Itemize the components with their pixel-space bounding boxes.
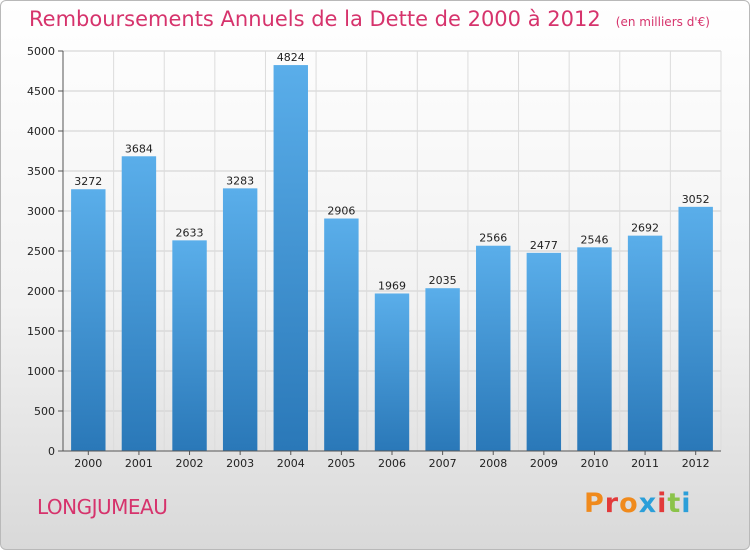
axes: 0 500 1000 1500 2000 2500 3000 3500 4000 4500 5000… (27, 45, 721, 470)
data-label-2001: 3684 (125, 142, 153, 155)
logo-letter: i (681, 488, 692, 519)
x-tick-label: 2005 (327, 457, 355, 470)
data-label-2007: 2035 (429, 274, 457, 287)
y-tick-label: 4000 (27, 125, 55, 138)
x-tick-label: 2009 (530, 457, 558, 470)
data-label-2010: 2546 (580, 233, 608, 246)
bar-2004 (273, 65, 308, 451)
y-tick-label: 5000 (27, 45, 55, 58)
bar-2007 (425, 288, 460, 451)
logo-letter: r (604, 488, 620, 519)
x-tick-label: 2007 (429, 457, 457, 470)
data-label-2005: 2906 (327, 205, 355, 218)
bar-2006 (374, 293, 410, 451)
x-tick-label: 2003 (226, 457, 254, 470)
bar-2001 (121, 156, 157, 451)
y-tick-label: 4500 (27, 85, 55, 98)
y-tick-label: 2000 (27, 285, 55, 298)
commune-name: LONGJUMEAU (37, 495, 168, 519)
data-label-2012: 3052 (682, 193, 710, 206)
logo-letter: x (638, 488, 658, 519)
bar-2003 (222, 188, 258, 452)
y-tick-label: 3500 (27, 165, 55, 178)
x-tick-label: 2001 (125, 457, 153, 470)
x-tick-label: 2006 (378, 457, 406, 470)
x-tick-label: 2012 (682, 457, 710, 470)
x-tick-label: 2002 (176, 457, 204, 470)
y-tick-label: 2500 (27, 245, 55, 258)
x-tick-label: 2004 (277, 457, 305, 470)
x-tick-label: 2008 (479, 457, 507, 470)
bar-2000 (71, 189, 106, 452)
chart-title: Remboursements Annuels de la Dette de 20… (29, 7, 710, 31)
logo-letter: i (657, 488, 668, 519)
x-tick-label: 2011 (631, 457, 659, 470)
proxiti-logo: Proxiti (584, 488, 692, 519)
logo-letter: P (584, 488, 605, 519)
logo-letter: o (619, 488, 639, 519)
bar-2009 (526, 252, 562, 451)
bar-2005 (324, 218, 359, 451)
data-label-2003: 3283 (226, 174, 254, 187)
y-tick-label: 1000 (27, 365, 55, 378)
y-tick-label: 1500 (27, 325, 55, 338)
data-label-2011: 2692 (631, 222, 659, 235)
bar-2010 (577, 247, 612, 451)
data-label-2004: 4824 (277, 51, 305, 64)
data-label-2008: 2566 (479, 232, 507, 245)
chart-title-main: Remboursements Annuels de la Dette de 20… (29, 7, 601, 31)
y-tick-label: 500 (34, 405, 55, 418)
bar-2008 (476, 245, 511, 451)
chart-title-unit: (en milliers d'€) (615, 15, 710, 29)
data-label-2009: 2477 (530, 239, 558, 252)
data-label-2006: 1969 (378, 279, 406, 292)
data-label-2000: 3272 (74, 175, 102, 188)
x-tick-label: 2010 (580, 457, 608, 470)
x-tick-label: 2000 (74, 457, 102, 470)
data-label-2002: 2633 (176, 226, 204, 239)
y-tick-label: 3000 (27, 205, 55, 218)
logo-letter: t (667, 488, 682, 519)
bar-2011 (627, 235, 663, 451)
bar-2012 (678, 206, 713, 451)
y-tick-label: 0 (48, 445, 55, 458)
bars: 3272 3684 2633 3283 4824 2906 1969 2035 2566 2477… (71, 51, 713, 452)
bar-2002 (172, 240, 207, 451)
